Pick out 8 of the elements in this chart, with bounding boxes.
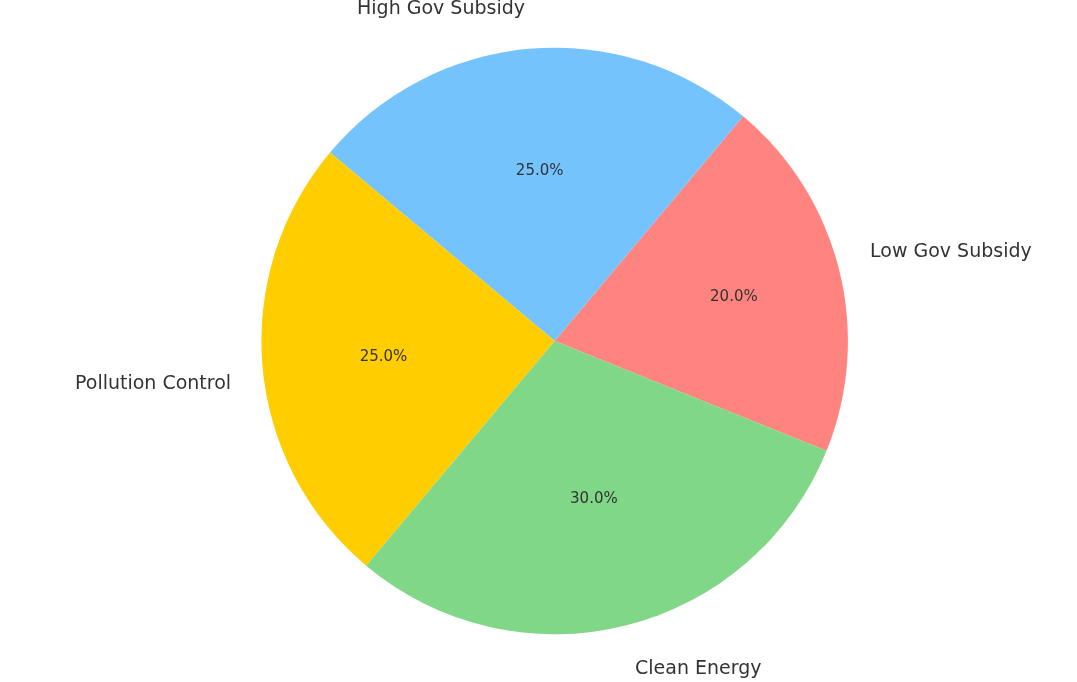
data-label: 25.0% bbox=[359, 346, 408, 365]
data-label: 30.0% bbox=[570, 489, 618, 508]
data-label: 25.0% bbox=[515, 160, 564, 179]
slice-label: Clean Energy bbox=[635, 656, 762, 678]
slice-label: Pollution Control bbox=[75, 371, 232, 393]
slice-label: Low Gov Subsidy bbox=[870, 239, 1032, 261]
data-label: 20.0% bbox=[710, 287, 758, 306]
slice-label: High Gov Subsidy bbox=[357, 0, 525, 18]
